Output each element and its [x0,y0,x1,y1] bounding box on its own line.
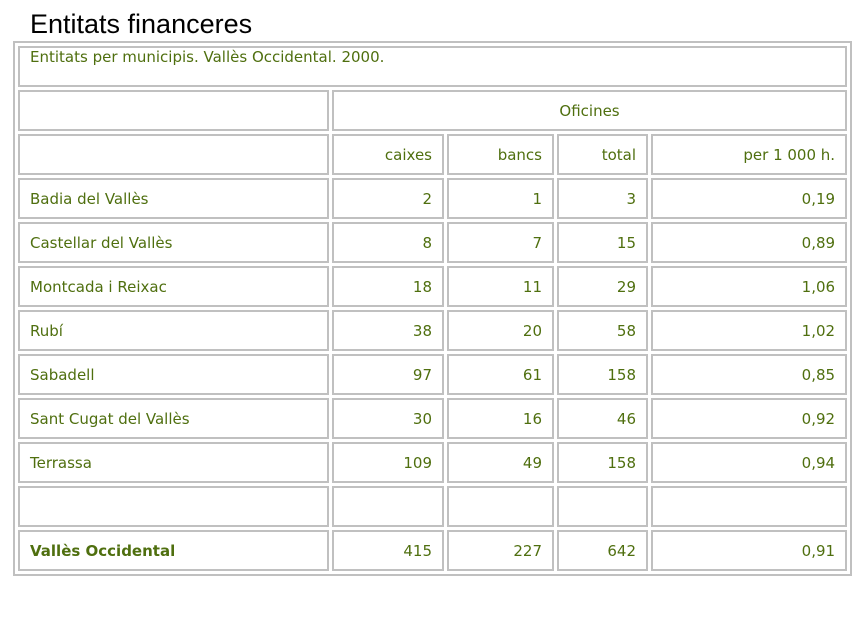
caixes-value: 2 [332,178,444,219]
column-header-bancs: bancs [447,134,554,175]
table-row: Sabadell 97 61 158 0,85 [18,354,848,395]
empty-cell [651,486,848,527]
total-total: 642 [557,530,648,571]
municipality-name: Montcada i Reixac [18,266,329,307]
oficines-header: Oficines [332,90,848,131]
municipality-name: Terrassa [18,442,329,483]
total-value: 46 [557,398,648,439]
caixes-total: 415 [332,530,444,571]
per-1000-value: 0,89 [651,222,848,263]
column-header-per-1000: per 1 000 h. [651,134,848,175]
per-1000-value: 0,92 [651,398,848,439]
total-row: Vallès Occidental 415 227 642 0,91 [18,530,848,571]
empty-cell [18,486,329,527]
caixes-value: 30 [332,398,444,439]
per-1000-value: 0,85 [651,354,848,395]
bancs-value: 11 [447,266,554,307]
total-value: 29 [557,266,648,307]
bancs-value: 7 [447,222,554,263]
bancs-value: 20 [447,310,554,351]
empty-cell [332,486,444,527]
empty-cell [447,486,554,527]
data-table: Entitats per municipis. Vallès Occidenta… [13,41,853,576]
caixes-value: 38 [332,310,444,351]
column-header-caixes: caixes [332,134,444,175]
per-1000-value: 0,94 [651,442,848,483]
column-header-total: total [557,134,648,175]
per-1000-value: 0,19 [651,178,848,219]
per-1000-value: 1,02 [651,310,848,351]
total-value: 3 [557,178,648,219]
caixes-value: 97 [332,354,444,395]
table-row: Terrassa 109 49 158 0,94 [18,442,848,483]
table-row: Castellar del Vallès 8 7 15 0,89 [18,222,848,263]
empty-header-cell [18,134,329,175]
bancs-value: 49 [447,442,554,483]
per-1000-total: 0,91 [651,530,848,571]
table-row: Sant Cugat del Vallès 30 16 46 0,92 [18,398,848,439]
total-value: 158 [557,442,648,483]
caption-row: Entitats per municipis. Vallès Occidenta… [18,46,848,87]
caixes-value: 18 [332,266,444,307]
empty-cell [557,486,648,527]
municipality-name: Sabadell [18,354,329,395]
bancs-total: 227 [447,530,554,571]
page-title: Entitats financeres [30,9,253,39]
caixes-value: 8 [332,222,444,263]
table-row: Rubí 38 20 58 1,02 [18,310,848,351]
bancs-value: 16 [447,398,554,439]
municipality-name: Sant Cugat del Vallès [18,398,329,439]
total-value: 15 [557,222,648,263]
municipality-name: Rubí [18,310,329,351]
total-value: 58 [557,310,648,351]
bancs-value: 1 [447,178,554,219]
column-header-row: caixes bancs total per 1 000 h. [18,134,848,175]
empty-header-cell [18,90,329,131]
table-row: Montcada i Reixac 18 11 29 1,06 [18,266,848,307]
total-row-label: Vallès Occidental [18,530,329,571]
caixes-value: 109 [332,442,444,483]
table-row: Badia del Vallès 2 1 3 0,19 [18,178,848,219]
per-1000-value: 1,06 [651,266,848,307]
table-caption: Entitats per municipis. Vallès Occidenta… [18,46,848,87]
total-value: 158 [557,354,648,395]
municipality-name: Badia del Vallès [18,178,329,219]
group-header-row: Oficines [18,90,848,131]
bancs-value: 61 [447,354,554,395]
spacer-row [18,486,848,527]
municipality-name: Castellar del Vallès [18,222,329,263]
